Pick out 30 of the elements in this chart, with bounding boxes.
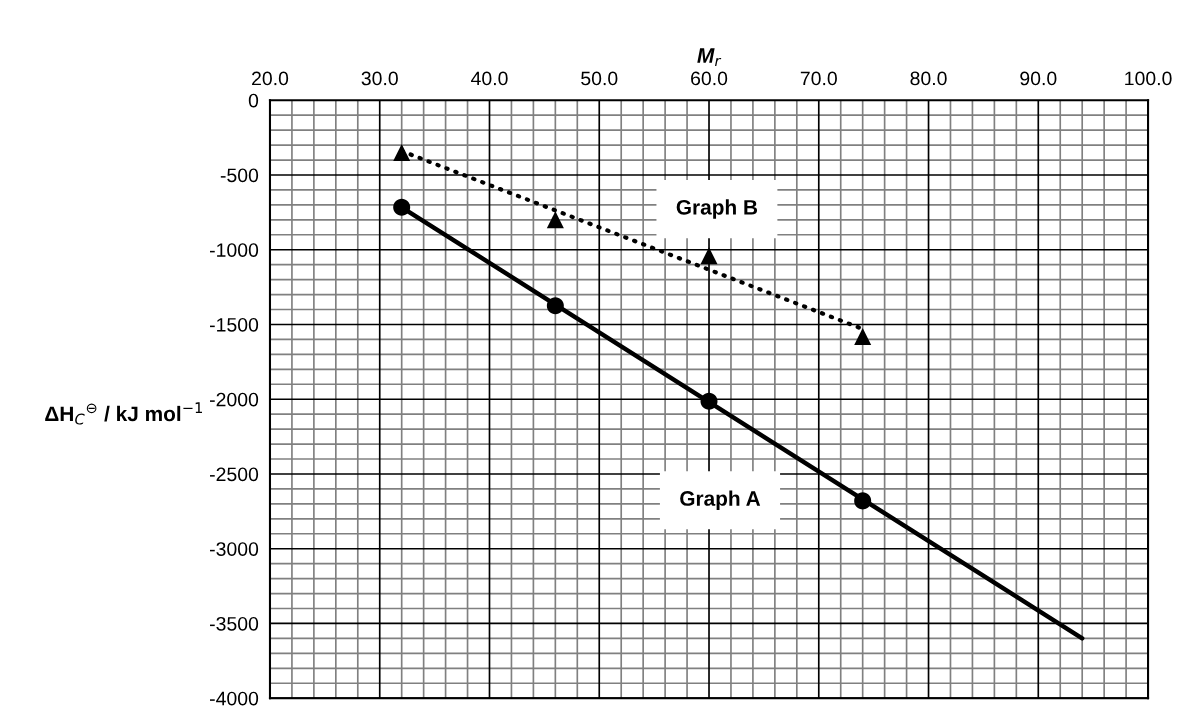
point [700, 392, 718, 410]
x-tick-label: 70.0 [800, 71, 837, 86]
x-tick-label: 80.0 [910, 71, 947, 86]
y-tick-label: -1500 [210, 317, 259, 332]
y-tick-label: -4000 [210, 691, 259, 706]
point [393, 144, 411, 162]
annotation: Graph A [680, 490, 761, 510]
point [546, 211, 564, 229]
x-tick-label: 20.0 [252, 71, 289, 86]
point [700, 247, 718, 265]
y-tick-label: -2000 [210, 392, 259, 407]
y-tick-label: 0 [248, 93, 259, 108]
x-axis-title: M$_{r}$ [697, 48, 722, 67]
y-tick-label: -3500 [210, 616, 259, 631]
y-tick-label: -1000 [210, 243, 259, 257]
x-tick-label: 100.0 [1125, 71, 1172, 86]
annotation: Graph B [676, 199, 758, 219]
x-tick-label: 90.0 [1020, 71, 1057, 86]
point [854, 492, 872, 510]
y-tick-label: -500 [220, 168, 259, 183]
x-tick-label: 60.0 [691, 71, 728, 86]
point [393, 198, 411, 216]
y-tick-label: -3000 [210, 542, 259, 556]
y-tick-label: -2500 [210, 467, 259, 482]
x-tick-label: 50.0 [581, 71, 618, 86]
x-tick-label: 30.0 [361, 71, 398, 86]
y-axis-title: ΔH$_{C}$$^{⊖}$ / kJ mol$^{−1}$ [45, 402, 202, 425]
x-tick-label: 40.0 [471, 71, 508, 86]
point [854, 327, 872, 345]
point [546, 297, 564, 315]
